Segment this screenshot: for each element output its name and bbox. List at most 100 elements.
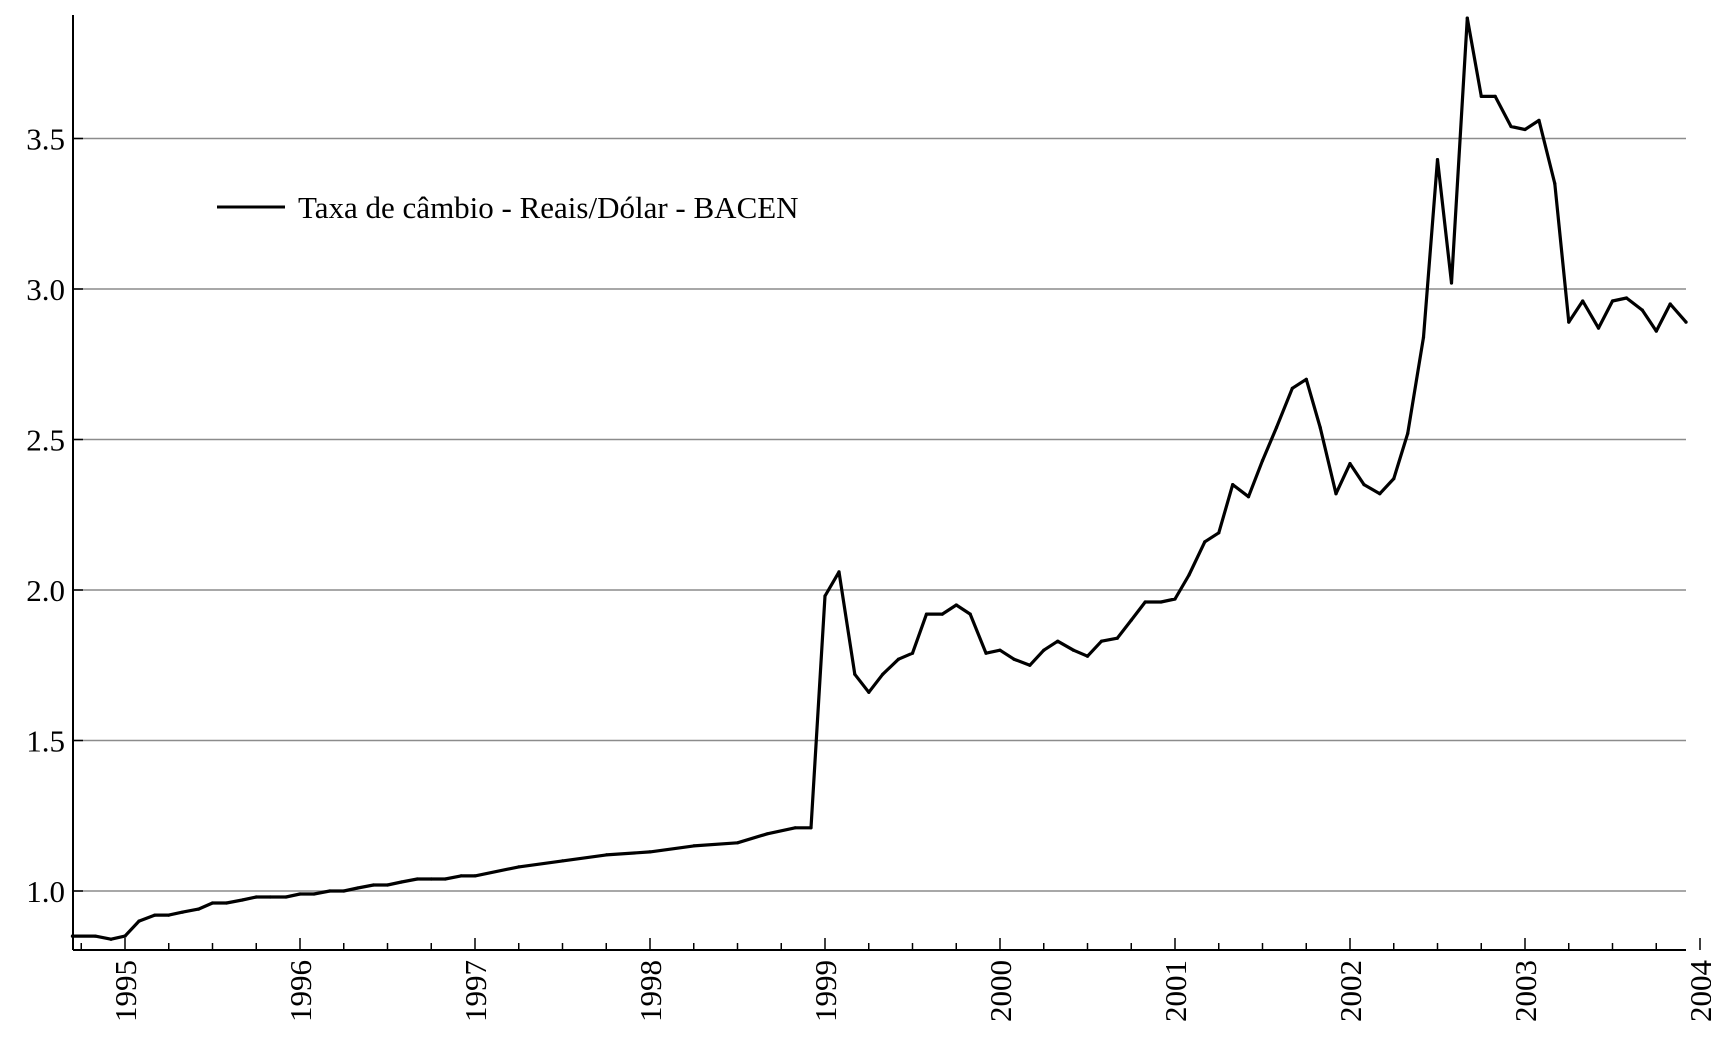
data-point — [940, 612, 944, 616]
data-point — [109, 937, 113, 941]
data-point — [1567, 320, 1571, 324]
data-point — [968, 612, 972, 616]
data-point — [1056, 639, 1060, 643]
data-point — [1523, 127, 1527, 132]
series-layer — [70, 16, 1688, 941]
data-point — [1362, 483, 1366, 487]
data-point — [342, 889, 346, 893]
x-tick-label-8: 2003 — [1508, 960, 1543, 1022]
legend: Taxa de câmbio - Reais/Dólar - BACEN — [217, 190, 799, 225]
data-point — [984, 651, 988, 655]
data-point — [823, 594, 827, 598]
data-point — [385, 883, 390, 887]
data-point — [298, 892, 302, 896]
data-point — [1537, 118, 1541, 122]
data-point — [1028, 663, 1032, 667]
data-point — [1553, 182, 1557, 186]
data-point — [1581, 299, 1585, 303]
data-point — [793, 826, 797, 830]
data-point — [1318, 425, 1322, 430]
x-tick-label-0: 1995 — [108, 960, 143, 1022]
data-point — [210, 901, 215, 905]
data-point — [415, 877, 419, 881]
data-point — [998, 648, 1002, 652]
data-point — [837, 570, 841, 574]
data-point — [1187, 573, 1191, 577]
y-tick-label-2: 2.0 — [26, 573, 65, 608]
data-point — [1246, 495, 1251, 499]
axes: 1.0 1.5 2.0 2.5 3.0 3.5 1995 1996 1997 1998 1999 20… — [26, 15, 1711, 1022]
data-point — [881, 672, 885, 676]
data-point — [123, 934, 127, 938]
data-point — [240, 898, 244, 902]
data-point — [1203, 540, 1207, 544]
data-point — [1640, 308, 1644, 312]
data-point — [1449, 281, 1454, 285]
data-point — [1115, 636, 1119, 640]
x-tick-label-3: 1998 — [633, 960, 668, 1022]
data-point — [1274, 425, 1279, 430]
data-point — [560, 859, 565, 863]
data-point — [1465, 16, 1469, 20]
data-point — [896, 657, 901, 661]
data-point — [648, 850, 652, 854]
data-point — [1392, 477, 1396, 481]
data-point — [1334, 492, 1338, 496]
data-point — [867, 690, 871, 694]
x-tick-label-2: 1997 — [458, 960, 493, 1022]
data-point — [1493, 94, 1497, 98]
data-point — [910, 651, 915, 655]
data-point — [268, 895, 272, 899]
data-point — [1085, 654, 1090, 658]
data-point — [954, 603, 958, 607]
data-point — [312, 892, 316, 896]
data-point — [399, 880, 404, 884]
data-point — [1435, 158, 1440, 162]
x-tick-label-1: 1996 — [283, 960, 318, 1022]
data-point — [371, 883, 376, 887]
data-point — [1421, 335, 1426, 339]
data-point — [1304, 377, 1308, 381]
y-tick-label-4: 3.0 — [26, 272, 65, 307]
y-tick-label-3: 2.5 — [26, 423, 65, 458]
y-tick-label-0: 1.0 — [26, 874, 65, 909]
data-point — [153, 913, 157, 917]
series-line-0 — [70, 16, 1688, 941]
data-point — [1378, 492, 1382, 496]
data-point — [356, 886, 360, 890]
data-point — [1610, 299, 1615, 303]
data-point — [70, 934, 75, 938]
data-point — [459, 874, 463, 878]
data-point — [1290, 386, 1294, 390]
data-point — [1684, 320, 1688, 324]
data-point — [517, 865, 521, 869]
data-point — [1260, 459, 1265, 463]
data-point — [765, 832, 769, 836]
x-tick-label-4: 1999 — [808, 960, 843, 1022]
data-point — [224, 901, 229, 905]
data-point — [1042, 648, 1046, 652]
data-point — [692, 844, 696, 848]
data-point — [1231, 483, 1235, 487]
x-tick-label-6: 2001 — [1158, 960, 1193, 1022]
data-point — [1624, 296, 1629, 300]
x-tick-label-9: 2004 — [1683, 960, 1711, 1023]
data-point — [181, 910, 185, 914]
data-point — [1509, 124, 1513, 129]
data-point — [1668, 302, 1672, 306]
y-tick-label-5: 3.5 — [26, 122, 65, 157]
data-point — [284, 895, 288, 899]
data-point — [137, 919, 141, 923]
x-tick-label-5: 2000 — [983, 960, 1018, 1022]
data-point — [1348, 462, 1352, 466]
data-point — [853, 672, 857, 676]
data-point — [167, 913, 171, 917]
grid-lines — [73, 137, 1686, 892]
data-point — [196, 907, 201, 911]
data-point — [1654, 329, 1658, 333]
x-tick-label-7: 2002 — [1333, 960, 1368, 1022]
data-point — [473, 874, 477, 878]
data-point — [1159, 600, 1163, 604]
